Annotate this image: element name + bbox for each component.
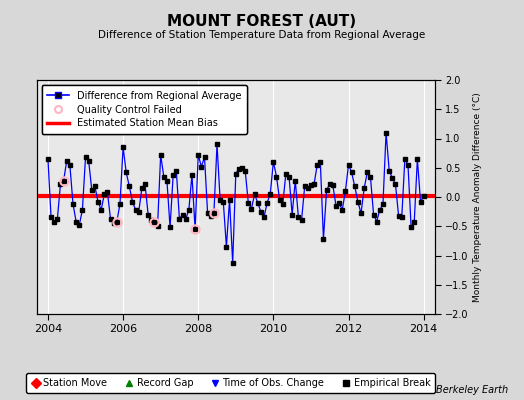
Text: MOUNT FOREST (AUT): MOUNT FOREST (AUT) [168, 14, 356, 29]
Y-axis label: Monthly Temperature Anomaly Difference (°C): Monthly Temperature Anomaly Difference (… [473, 92, 482, 302]
Text: Difference of Station Temperature Data from Regional Average: Difference of Station Temperature Data f… [99, 30, 425, 40]
Legend: Station Move, Record Gap, Time of Obs. Change, Empirical Break: Station Move, Record Gap, Time of Obs. C… [26, 374, 435, 393]
Text: Berkeley Earth: Berkeley Earth [436, 385, 508, 395]
Legend: Difference from Regional Average, Quality Control Failed, Estimated Station Mean: Difference from Regional Average, Qualit… [41, 85, 247, 134]
